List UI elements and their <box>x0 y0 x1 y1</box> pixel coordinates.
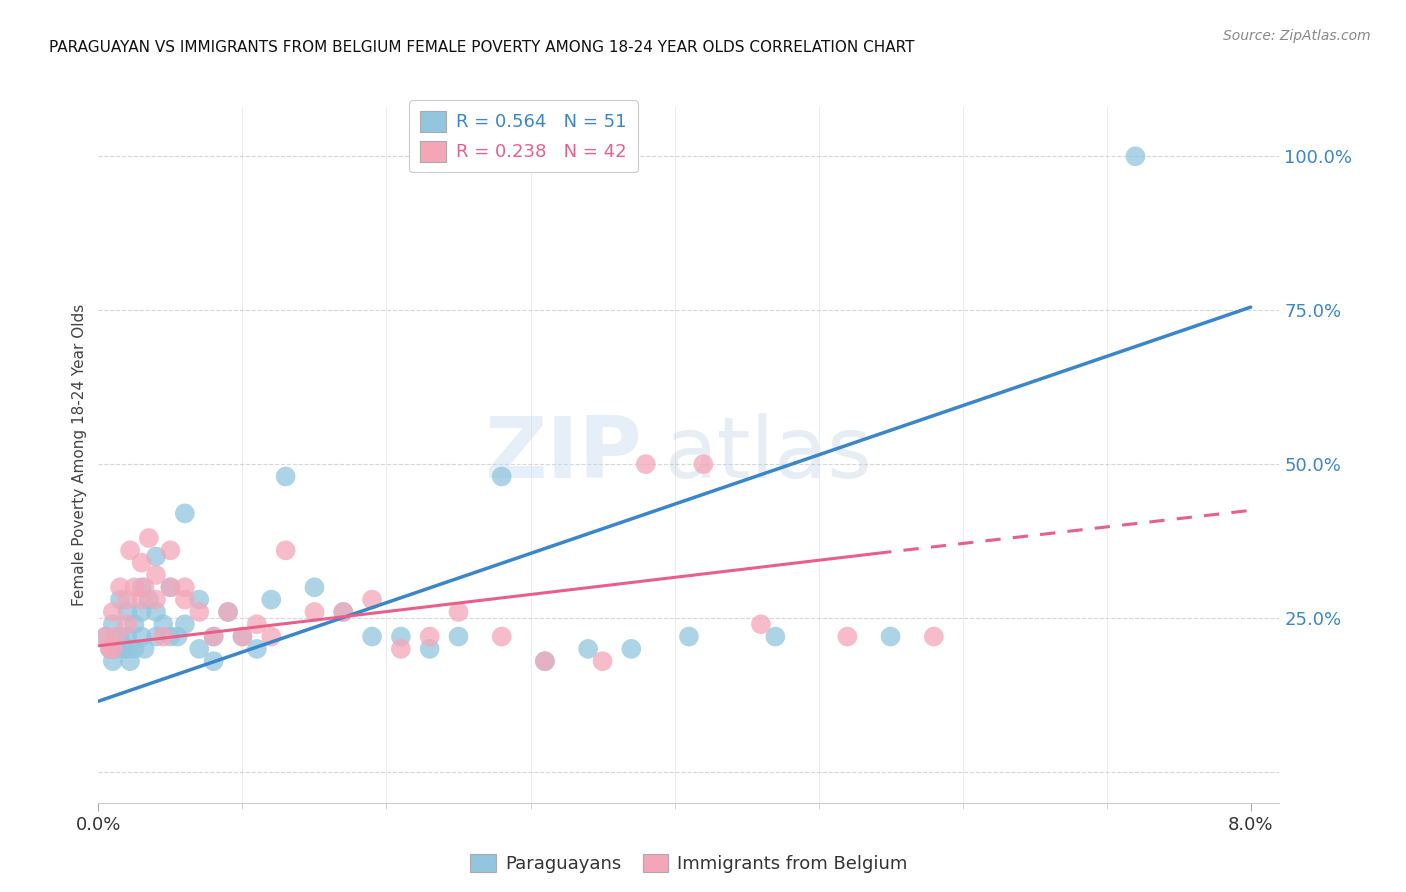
Point <box>145 549 167 564</box>
Point <box>332 605 354 619</box>
Point <box>188 605 211 619</box>
Text: atlas: atlas <box>665 413 873 497</box>
Point <box>159 580 181 594</box>
Point <box>138 592 160 607</box>
Point <box>534 654 557 668</box>
Point <box>115 641 138 656</box>
Point <box>188 641 211 656</box>
Point <box>634 457 657 471</box>
Point <box>692 457 714 471</box>
Point <box>115 592 138 607</box>
Point <box>112 641 135 656</box>
Point <box>332 605 354 619</box>
Point <box>120 543 142 558</box>
Point <box>1125 149 1147 163</box>
Point <box>131 630 153 644</box>
Point <box>115 617 138 632</box>
Point <box>491 630 513 644</box>
Point <box>145 592 167 607</box>
Point <box>134 641 156 656</box>
Point <box>94 630 117 644</box>
Point <box>124 580 146 594</box>
Point <box>389 630 412 644</box>
Point <box>231 630 253 644</box>
Point <box>159 580 181 594</box>
Point <box>131 580 153 594</box>
Point <box>246 617 269 632</box>
Point <box>124 617 146 632</box>
Legend: Paraguayans, Immigrants from Belgium: Paraguayans, Immigrants from Belgium <box>471 854 907 873</box>
Point <box>922 630 945 644</box>
Point <box>94 630 117 644</box>
Text: Source: ZipAtlas.com: Source: ZipAtlas.com <box>1223 29 1371 43</box>
Point <box>361 630 384 644</box>
Point <box>101 617 124 632</box>
Point <box>108 630 131 644</box>
Point <box>576 641 599 656</box>
Point <box>389 641 412 656</box>
Point <box>419 641 441 656</box>
Point <box>202 630 225 644</box>
Point <box>138 531 160 545</box>
Point <box>108 592 131 607</box>
Point <box>749 617 772 632</box>
Text: PARAGUAYAN VS IMMIGRANTS FROM BELGIUM FEMALE POVERTY AMONG 18-24 YEAR OLDS CORRE: PARAGUAYAN VS IMMIGRANTS FROM BELGIUM FE… <box>49 40 915 55</box>
Point <box>104 630 127 644</box>
Point <box>145 568 167 582</box>
Point <box>879 630 901 644</box>
Point <box>131 592 153 607</box>
Point <box>101 641 124 656</box>
Point <box>173 617 195 632</box>
Point <box>145 605 167 619</box>
Point <box>202 654 225 668</box>
Point <box>108 580 131 594</box>
Text: ZIP: ZIP <box>484 413 641 497</box>
Point <box>152 617 174 632</box>
Y-axis label: Female Poverty Among 18-24 Year Olds: Female Poverty Among 18-24 Year Olds <box>72 304 87 606</box>
Point <box>101 605 124 619</box>
Point <box>304 580 326 594</box>
Point <box>260 630 283 644</box>
Point <box>274 543 297 558</box>
Point <box>134 580 156 594</box>
Point <box>260 592 283 607</box>
Point <box>231 630 253 644</box>
Point <box>361 592 384 607</box>
Point <box>592 654 614 668</box>
Point <box>246 641 269 656</box>
Point <box>145 630 167 644</box>
Point <box>120 654 142 668</box>
Point <box>447 605 470 619</box>
Point <box>98 641 121 656</box>
Point <box>837 630 859 644</box>
Point <box>152 630 174 644</box>
Point <box>131 605 153 619</box>
Point <box>104 641 127 656</box>
Point <box>98 641 121 656</box>
Point <box>202 630 225 644</box>
Point <box>419 630 441 644</box>
Point <box>173 507 195 521</box>
Point <box>304 605 326 619</box>
Point <box>620 641 643 656</box>
Point <box>447 630 470 644</box>
Point <box>678 630 700 644</box>
Point <box>131 556 153 570</box>
Point <box>188 592 211 607</box>
Point <box>217 605 239 619</box>
Point <box>115 605 138 619</box>
Point <box>763 630 786 644</box>
Point <box>124 641 146 656</box>
Point <box>159 630 181 644</box>
Point <box>173 580 195 594</box>
Point <box>166 630 188 644</box>
Point <box>534 654 557 668</box>
Point <box>159 543 181 558</box>
Point <box>115 630 138 644</box>
Point <box>217 605 239 619</box>
Point <box>173 592 195 607</box>
Point <box>101 654 124 668</box>
Point <box>491 469 513 483</box>
Point <box>274 469 297 483</box>
